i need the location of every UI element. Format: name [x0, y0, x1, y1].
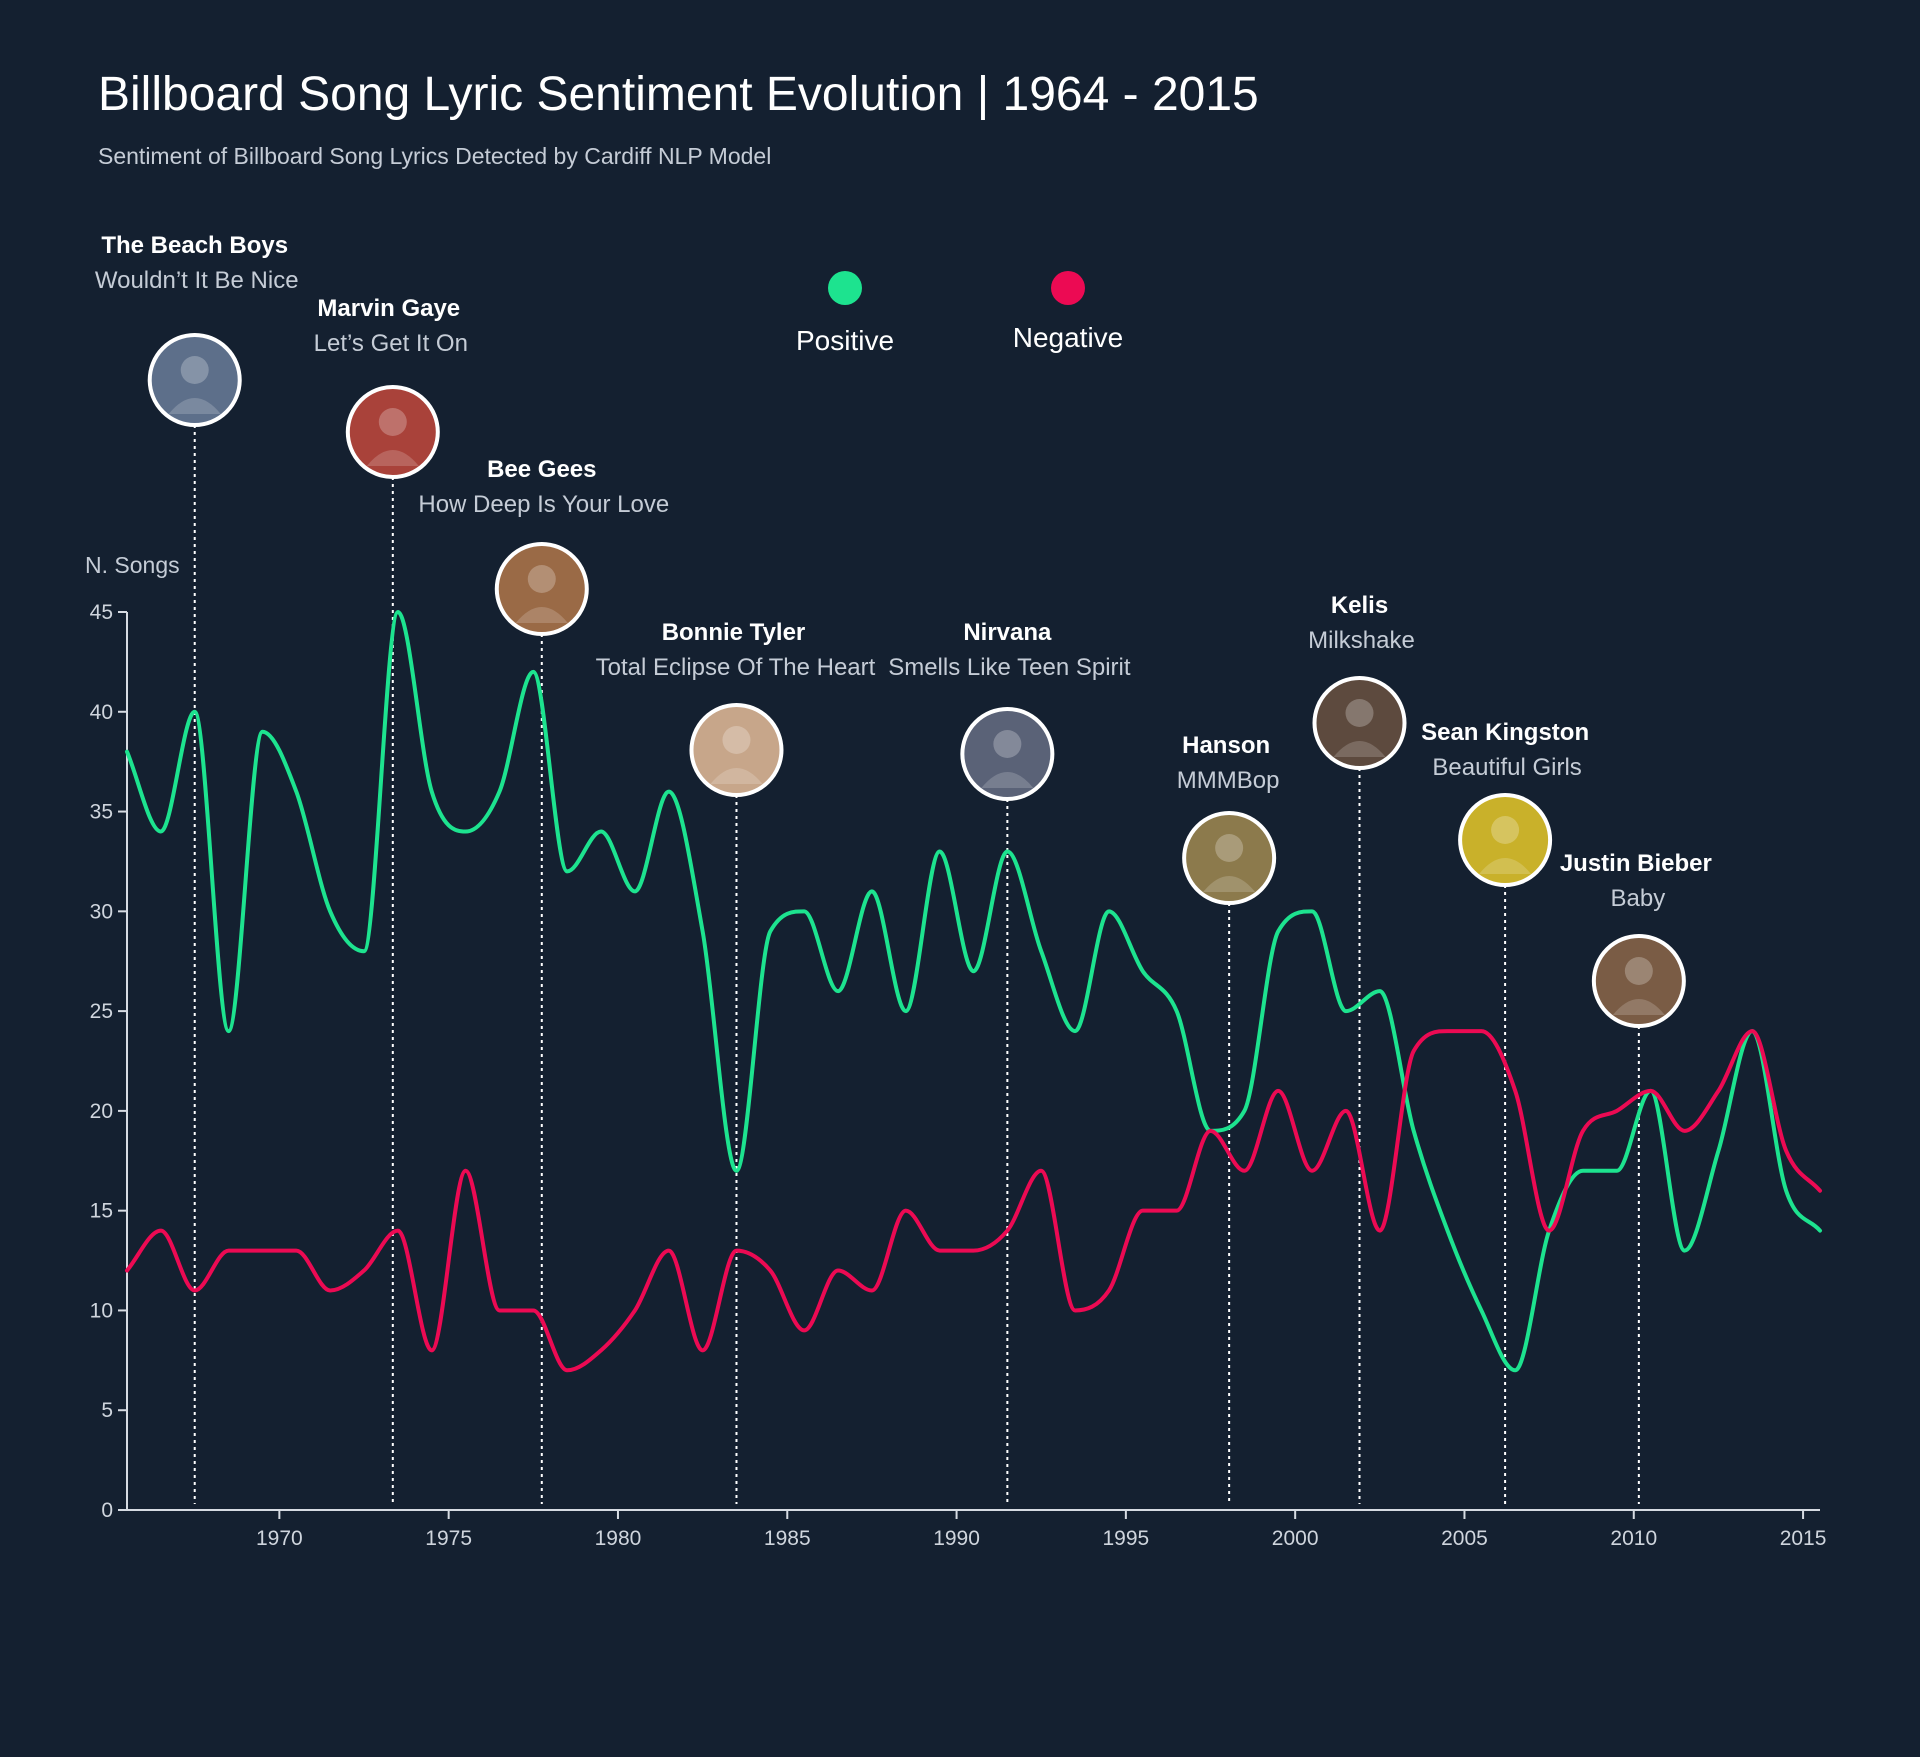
y-tick-label: 15 [90, 1200, 113, 1223]
y-tick-label: 25 [90, 1000, 113, 1023]
legend-positive-marker [828, 271, 862, 305]
y-axis-title: N. Songs [85, 552, 180, 578]
artist-photo-bee-gees [494, 542, 589, 636]
y-ticks: 0 5 10 15 20 25 30 35 40 45 [90, 601, 127, 1522]
annotation-song: How Deep Is Your Love [418, 491, 669, 518]
artist-photo-body [1479, 858, 1532, 874]
annotation-song: Beautiful Girls [1432, 754, 1581, 781]
annotation-song: Let’s Get It On [314, 330, 468, 357]
annotation-song: Wouldn’t It Be Nice [95, 267, 299, 294]
artist-photo-head [1624, 957, 1653, 985]
annotation-labels: The Beach Boys Wouldn’t It Be Nice Marvin … [95, 232, 1712, 912]
artist-photo-head [1215, 834, 1244, 862]
artist-photo-kelis [1312, 676, 1407, 770]
x-tick-label: 1975 [425, 1527, 472, 1550]
artist-photo-head [722, 726, 751, 754]
y-tick-label: 0 [101, 1499, 113, 1522]
x-tick-label: 1995 [1103, 1527, 1150, 1550]
artist-photo-body [366, 450, 419, 466]
artist-photo-body [710, 768, 763, 784]
annotation-artist: Bonnie Tyler [662, 619, 806, 646]
x-tick-label: 2015 [1780, 1527, 1827, 1550]
series-lines [125, 610, 1822, 1373]
artist-photo-nirvana [960, 707, 1055, 801]
artist-photo-body [168, 398, 221, 414]
artist-photo-sean-kingston [1458, 793, 1553, 887]
annotation-artist: Hanson [1182, 732, 1270, 759]
annotation-artist: Nirvana [963, 619, 1052, 646]
legend-negative-marker [1051, 271, 1085, 305]
artist-photo-body [515, 607, 568, 623]
annotation-artist: Sean Kingston [1421, 719, 1589, 746]
artist-photo-frame [147, 333, 242, 427]
axes: N. Songs 0 5 10 15 20 25 30 35 40 45 1970 1975 1980… [85, 552, 1826, 1550]
legend: Positive Negative [796, 271, 1123, 356]
artist-photo-the-beach-boys [147, 333, 242, 427]
y-tick-label: 10 [90, 1299, 113, 1322]
artist-photo-head [993, 730, 1022, 758]
artist-photo-body [1333, 741, 1386, 757]
series-line-negative [125, 1029, 1822, 1373]
annotation-artist: The Beach Boys [101, 232, 288, 259]
annotation-artist: Marvin Gaye [317, 295, 460, 322]
annotation-artist: Justin Bieber [1560, 850, 1712, 877]
x-tick-label: 1970 [256, 1527, 303, 1550]
annotation-artist: Kelis [1331, 592, 1388, 619]
y-tick-label: 30 [90, 900, 113, 923]
artist-photo-frame [1458, 793, 1553, 887]
annotation-lines [193, 425, 1640, 1504]
artist-photo-body [981, 772, 1034, 788]
artist-photo-frame [960, 707, 1055, 801]
annotation-artist: Bee Gees [487, 456, 596, 483]
artist-photo-frame [1591, 934, 1686, 1028]
x-tick-label: 2010 [1610, 1527, 1657, 1550]
annotation-song: Total Eclipse Of The Heart [596, 654, 876, 681]
annotation-song: Milkshake [1308, 627, 1415, 654]
artist-photo-frame [494, 542, 589, 636]
artist-photo-head [1491, 816, 1520, 844]
x-tick-label: 1985 [764, 1527, 811, 1550]
artist-photo-body [1612, 999, 1665, 1015]
x-tick-label: 1980 [595, 1527, 642, 1550]
artist-photo-marvin-gaye [345, 385, 440, 479]
legend-positive-label: Positive [796, 325, 894, 356]
y-tick-label: 40 [90, 701, 113, 724]
y-tick-label: 5 [101, 1399, 113, 1422]
artist-photo-head [378, 408, 407, 436]
artist-photo-frame [1182, 811, 1277, 905]
artist-photo-frame [689, 703, 784, 797]
x-tick-label: 1990 [933, 1527, 980, 1550]
artist-photo-hanson [1182, 811, 1277, 905]
artist-photo-head [1345, 699, 1374, 727]
x-tick-label: 2005 [1441, 1527, 1488, 1550]
y-tick-label: 45 [90, 601, 113, 624]
annotation-song: Baby [1610, 885, 1665, 912]
artist-photo-frame [345, 385, 440, 479]
artist-photo-head [527, 565, 556, 593]
artist-photo-body [1203, 876, 1256, 892]
artist-photo-head [180, 356, 209, 384]
annotation-images [147, 333, 1686, 1028]
artist-photo-frame [1312, 676, 1407, 770]
series-line-positive [125, 610, 1822, 1373]
chart-title: Billboard Song Lyric Sentiment Evolution… [98, 68, 1259, 121]
artist-photo-justin-bieber [1591, 934, 1686, 1028]
chart-subtitle: Sentiment of Billboard Song Lyrics Detec… [98, 143, 771, 169]
annotation-song: Smells Like Teen Spirit [888, 654, 1131, 681]
x-tick-label: 2000 [1272, 1527, 1319, 1550]
y-tick-label: 35 [90, 801, 113, 824]
y-tick-label: 20 [90, 1100, 113, 1123]
x-ticks: 1970 1975 1980 1985 1990 1995 2000 2005 2010 2015 [256, 1510, 1826, 1550]
artist-photo-bonnie-tyler [689, 703, 784, 797]
annotation-song: MMMBop [1177, 767, 1280, 794]
legend-negative-label: Negative [1013, 322, 1124, 353]
